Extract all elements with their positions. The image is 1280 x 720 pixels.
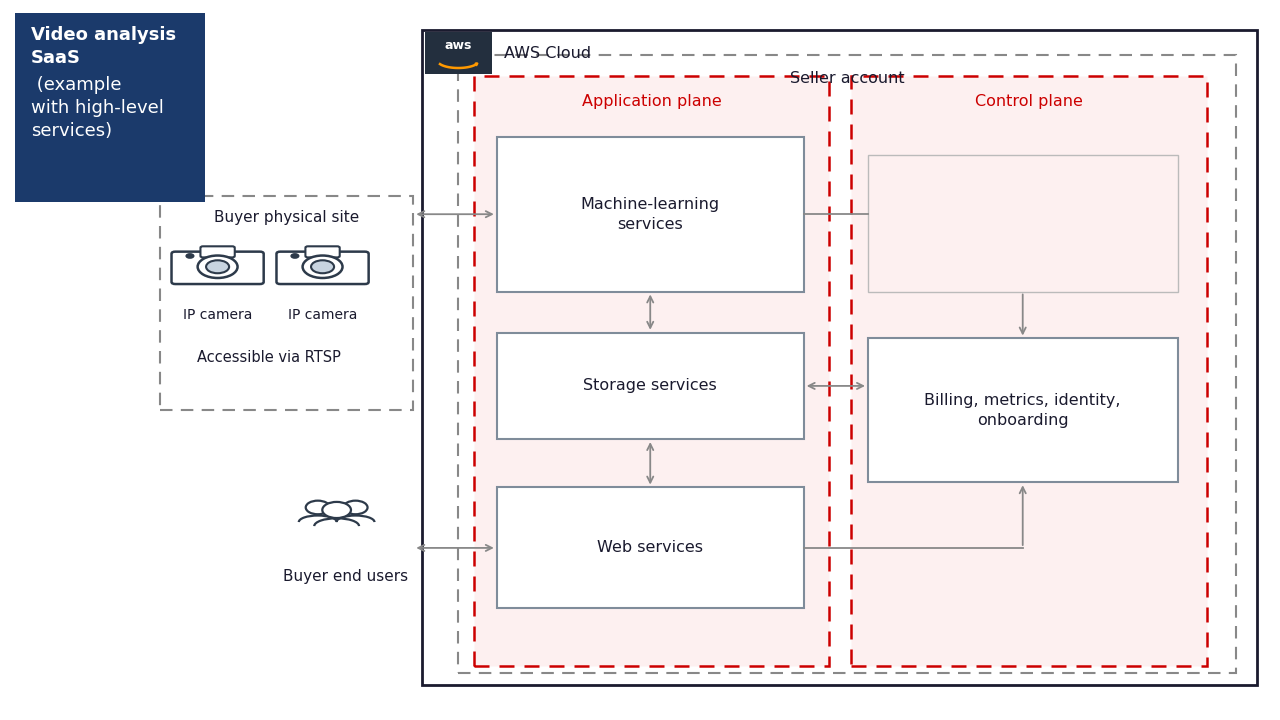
Circle shape bbox=[206, 261, 229, 274]
Text: Buyer end users: Buyer end users bbox=[283, 569, 408, 584]
FancyBboxPatch shape bbox=[172, 252, 264, 284]
Bar bbox=[160, 196, 413, 410]
Bar bbox=[422, 30, 1257, 685]
Text: IP camera: IP camera bbox=[288, 307, 357, 322]
Text: AWS Cloud: AWS Cloud bbox=[504, 46, 591, 60]
Bar bbox=[497, 137, 804, 292]
Bar bbox=[458, 55, 1236, 673]
Bar bbox=[497, 333, 804, 439]
Bar bbox=[868, 155, 1178, 292]
Circle shape bbox=[291, 254, 298, 258]
Bar bbox=[474, 76, 829, 666]
Text: Storage services: Storage services bbox=[584, 379, 717, 393]
Text: aws: aws bbox=[444, 40, 472, 53]
Text: Machine-learning
services: Machine-learning services bbox=[581, 197, 719, 232]
Text: IP camera: IP camera bbox=[183, 307, 252, 322]
Bar bbox=[868, 338, 1178, 482]
Text: Control plane: Control plane bbox=[975, 94, 1083, 109]
Text: Application plane: Application plane bbox=[581, 94, 722, 109]
Circle shape bbox=[306, 500, 330, 514]
Bar bbox=[15, 13, 205, 202]
Text: Billing, metrics, identity,
onboarding: Billing, metrics, identity, onboarding bbox=[924, 393, 1121, 428]
Text: (example
with high-level
services): (example with high-level services) bbox=[31, 76, 164, 140]
Bar bbox=[497, 487, 804, 608]
FancyBboxPatch shape bbox=[276, 252, 369, 284]
FancyBboxPatch shape bbox=[201, 246, 234, 258]
Text: Buyer physical site: Buyer physical site bbox=[214, 210, 360, 225]
Circle shape bbox=[197, 256, 238, 278]
FancyBboxPatch shape bbox=[306, 246, 339, 258]
Circle shape bbox=[311, 261, 334, 274]
Text: Accessible via RTSP: Accessible via RTSP bbox=[197, 351, 340, 365]
Circle shape bbox=[186, 254, 193, 258]
Text: Video analysis
SaaS: Video analysis SaaS bbox=[31, 26, 175, 67]
Bar bbox=[851, 76, 1207, 666]
Circle shape bbox=[323, 502, 351, 518]
Bar bbox=[425, 32, 492, 74]
Circle shape bbox=[302, 256, 343, 278]
Circle shape bbox=[343, 500, 367, 514]
Text: Web services: Web services bbox=[598, 541, 703, 555]
Text: Seller account: Seller account bbox=[790, 71, 905, 86]
